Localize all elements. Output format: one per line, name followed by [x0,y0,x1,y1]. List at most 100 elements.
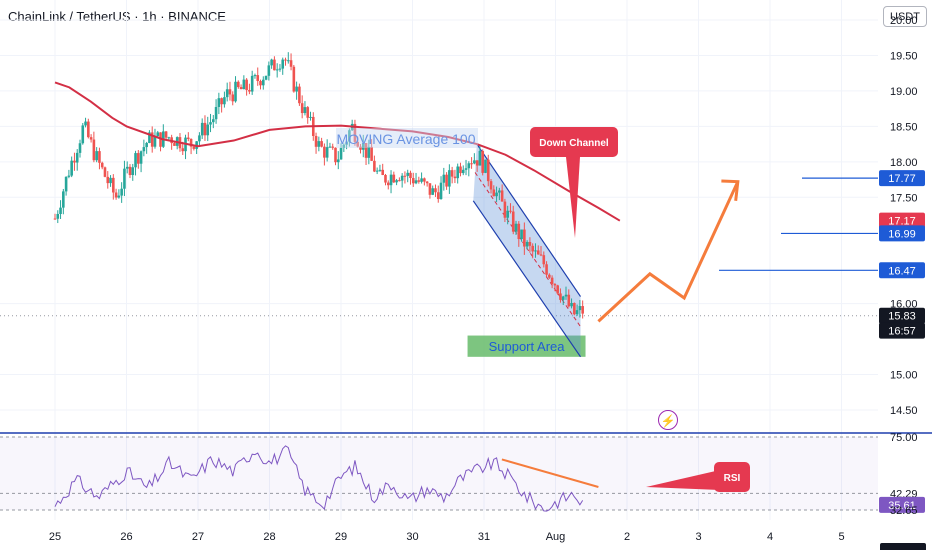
candle-body [423,178,426,182]
candle-body [478,150,482,166]
candle-body [431,188,435,195]
candle-body [325,147,329,158]
candle-body [456,166,459,179]
candle-body [486,159,490,182]
candle-body [148,132,151,143]
candle-body [392,174,396,183]
candle-body [509,210,512,212]
candle-body [525,241,529,247]
candle-body [153,136,157,147]
candle-body [286,60,290,62]
candle-body [114,192,118,198]
price-tick-label: 19.50 [890,50,918,62]
candle-body [98,151,101,163]
candle-body [528,241,532,246]
candle-body [120,188,123,196]
candle-body [534,250,537,252]
candle-body [359,146,362,150]
candle-body [523,229,526,247]
candle-body [95,151,98,161]
candle-body [556,285,559,294]
support-area-zone [467,335,586,357]
candle-body [323,146,326,158]
candle-body [198,135,201,142]
candle-body [517,223,521,240]
candle-body [395,180,398,183]
candle-body [398,180,401,182]
time-tick-label: 4 [767,531,773,543]
candle-body [464,168,468,170]
candle-body [536,250,540,255]
candle-body [242,79,246,90]
down-channel-callout-label: Down Channel [539,138,609,149]
candle-body [436,192,440,200]
time-tick-label: 3 [695,531,701,543]
candle-body [581,306,584,314]
rsi-callout-pointer [646,470,720,490]
projection-arrowhead [721,179,740,201]
candle-body [411,178,415,184]
time-tick-label: 2 [624,531,630,543]
candle-body [317,141,321,147]
candle-body [370,146,373,161]
support-area-label: Support Area [489,339,566,354]
lightning-icon[interactable]: ⚡ [658,410,678,430]
candle-body [514,223,518,232]
moving-average-label: MOVING Average 100 [336,131,475,147]
candle-body [134,153,137,168]
price-tick-label: 20.00 [890,15,918,27]
candle-body [75,152,79,163]
candle-body [470,163,473,165]
candle-body [309,116,312,118]
moving-average-label-bg [336,128,478,148]
candle-body [573,302,576,315]
rsi-callout-label: RSI [724,473,741,484]
time-tick-label: 5 [838,531,844,543]
candle-body [253,75,257,77]
currency-button[interactable]: USDT [883,6,927,27]
price-tick-label: 14.50 [890,405,918,417]
candle-body [212,119,215,123]
candle-body [123,168,126,189]
candle-body [553,283,557,286]
candle-body [306,107,310,118]
candle-body [484,159,487,173]
candle-body [203,122,207,136]
price-tick-label: 18.00 [890,157,918,169]
candle-body [448,170,451,187]
candle-body [273,59,276,71]
candle-body [112,177,115,193]
candle-body [559,293,562,300]
candle-body [473,160,476,164]
candle-body [578,306,582,311]
candle-body [89,137,93,140]
price-tick-label: 19.00 [890,86,918,98]
rsi-callout-box [714,462,750,492]
candle-body [187,137,190,139]
time-tick-label: 27 [192,531,204,543]
time-tick-label: Aug [546,531,566,543]
candle-body [73,160,76,163]
candle-body [461,169,465,174]
candle-body [275,69,279,71]
candle-body [548,274,551,278]
candle-body [220,98,223,105]
candle-body [336,159,340,163]
rsi-tick-label: 75.00 [890,432,918,444]
price-label-box [879,225,925,242]
time-tick-label: 29 [335,531,347,543]
candle-body [70,160,73,176]
candle-body [53,218,57,220]
candle-body [250,75,254,92]
candle-body [500,190,504,202]
price-tick-label: 15.00 [890,370,918,382]
candle-body [217,98,221,108]
candle-body [342,144,346,148]
candle-body [106,176,110,184]
candle-body [231,94,235,102]
candle-body [214,107,218,120]
candle-body [386,182,390,186]
candle-body [245,79,248,91]
candle-body [542,255,546,265]
